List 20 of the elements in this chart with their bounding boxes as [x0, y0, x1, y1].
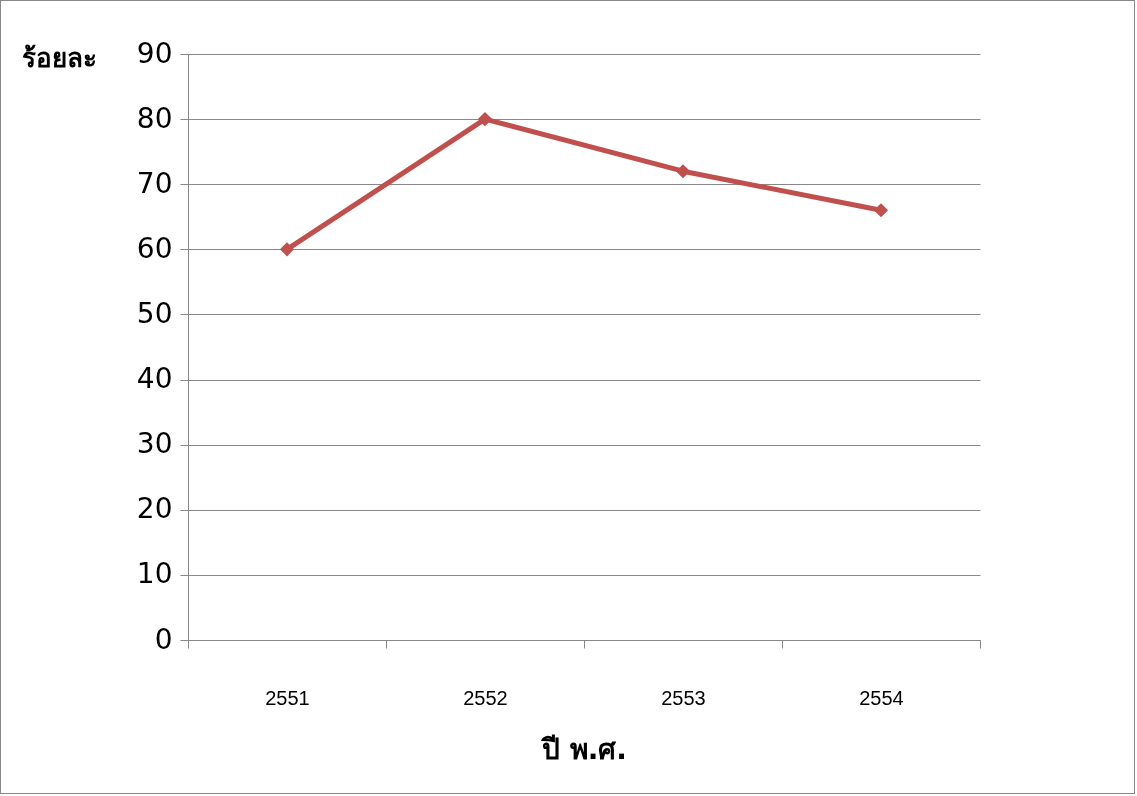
point: [873, 203, 889, 218]
y-tick-label: 60: [136, 231, 173, 265]
x-tick-label: 2551: [265, 686, 310, 709]
y-tick-label: 70: [136, 166, 173, 200]
x-tick-label: 2553: [661, 686, 706, 709]
y-axis-title: ร้อยละ: [21, 42, 97, 73]
x-axis-title: ปี พ.ศ.: [539, 732, 628, 766]
point: [675, 164, 691, 179]
y-tick-label: 30: [136, 427, 173, 461]
y-tick-label: 0: [154, 622, 173, 656]
x-tick-label: 2552: [463, 686, 508, 709]
y-tick-label: 90: [136, 36, 173, 70]
point: [477, 112, 493, 127]
x-tick-label: 2554: [859, 686, 904, 709]
y-tick-label: 40: [136, 362, 173, 396]
y-tick-label: 50: [136, 296, 173, 330]
y-tick-label: 10: [136, 557, 173, 591]
point: [279, 242, 295, 257]
y-tick-label: 20: [136, 492, 173, 526]
y-tick-label: 80: [136, 101, 173, 135]
